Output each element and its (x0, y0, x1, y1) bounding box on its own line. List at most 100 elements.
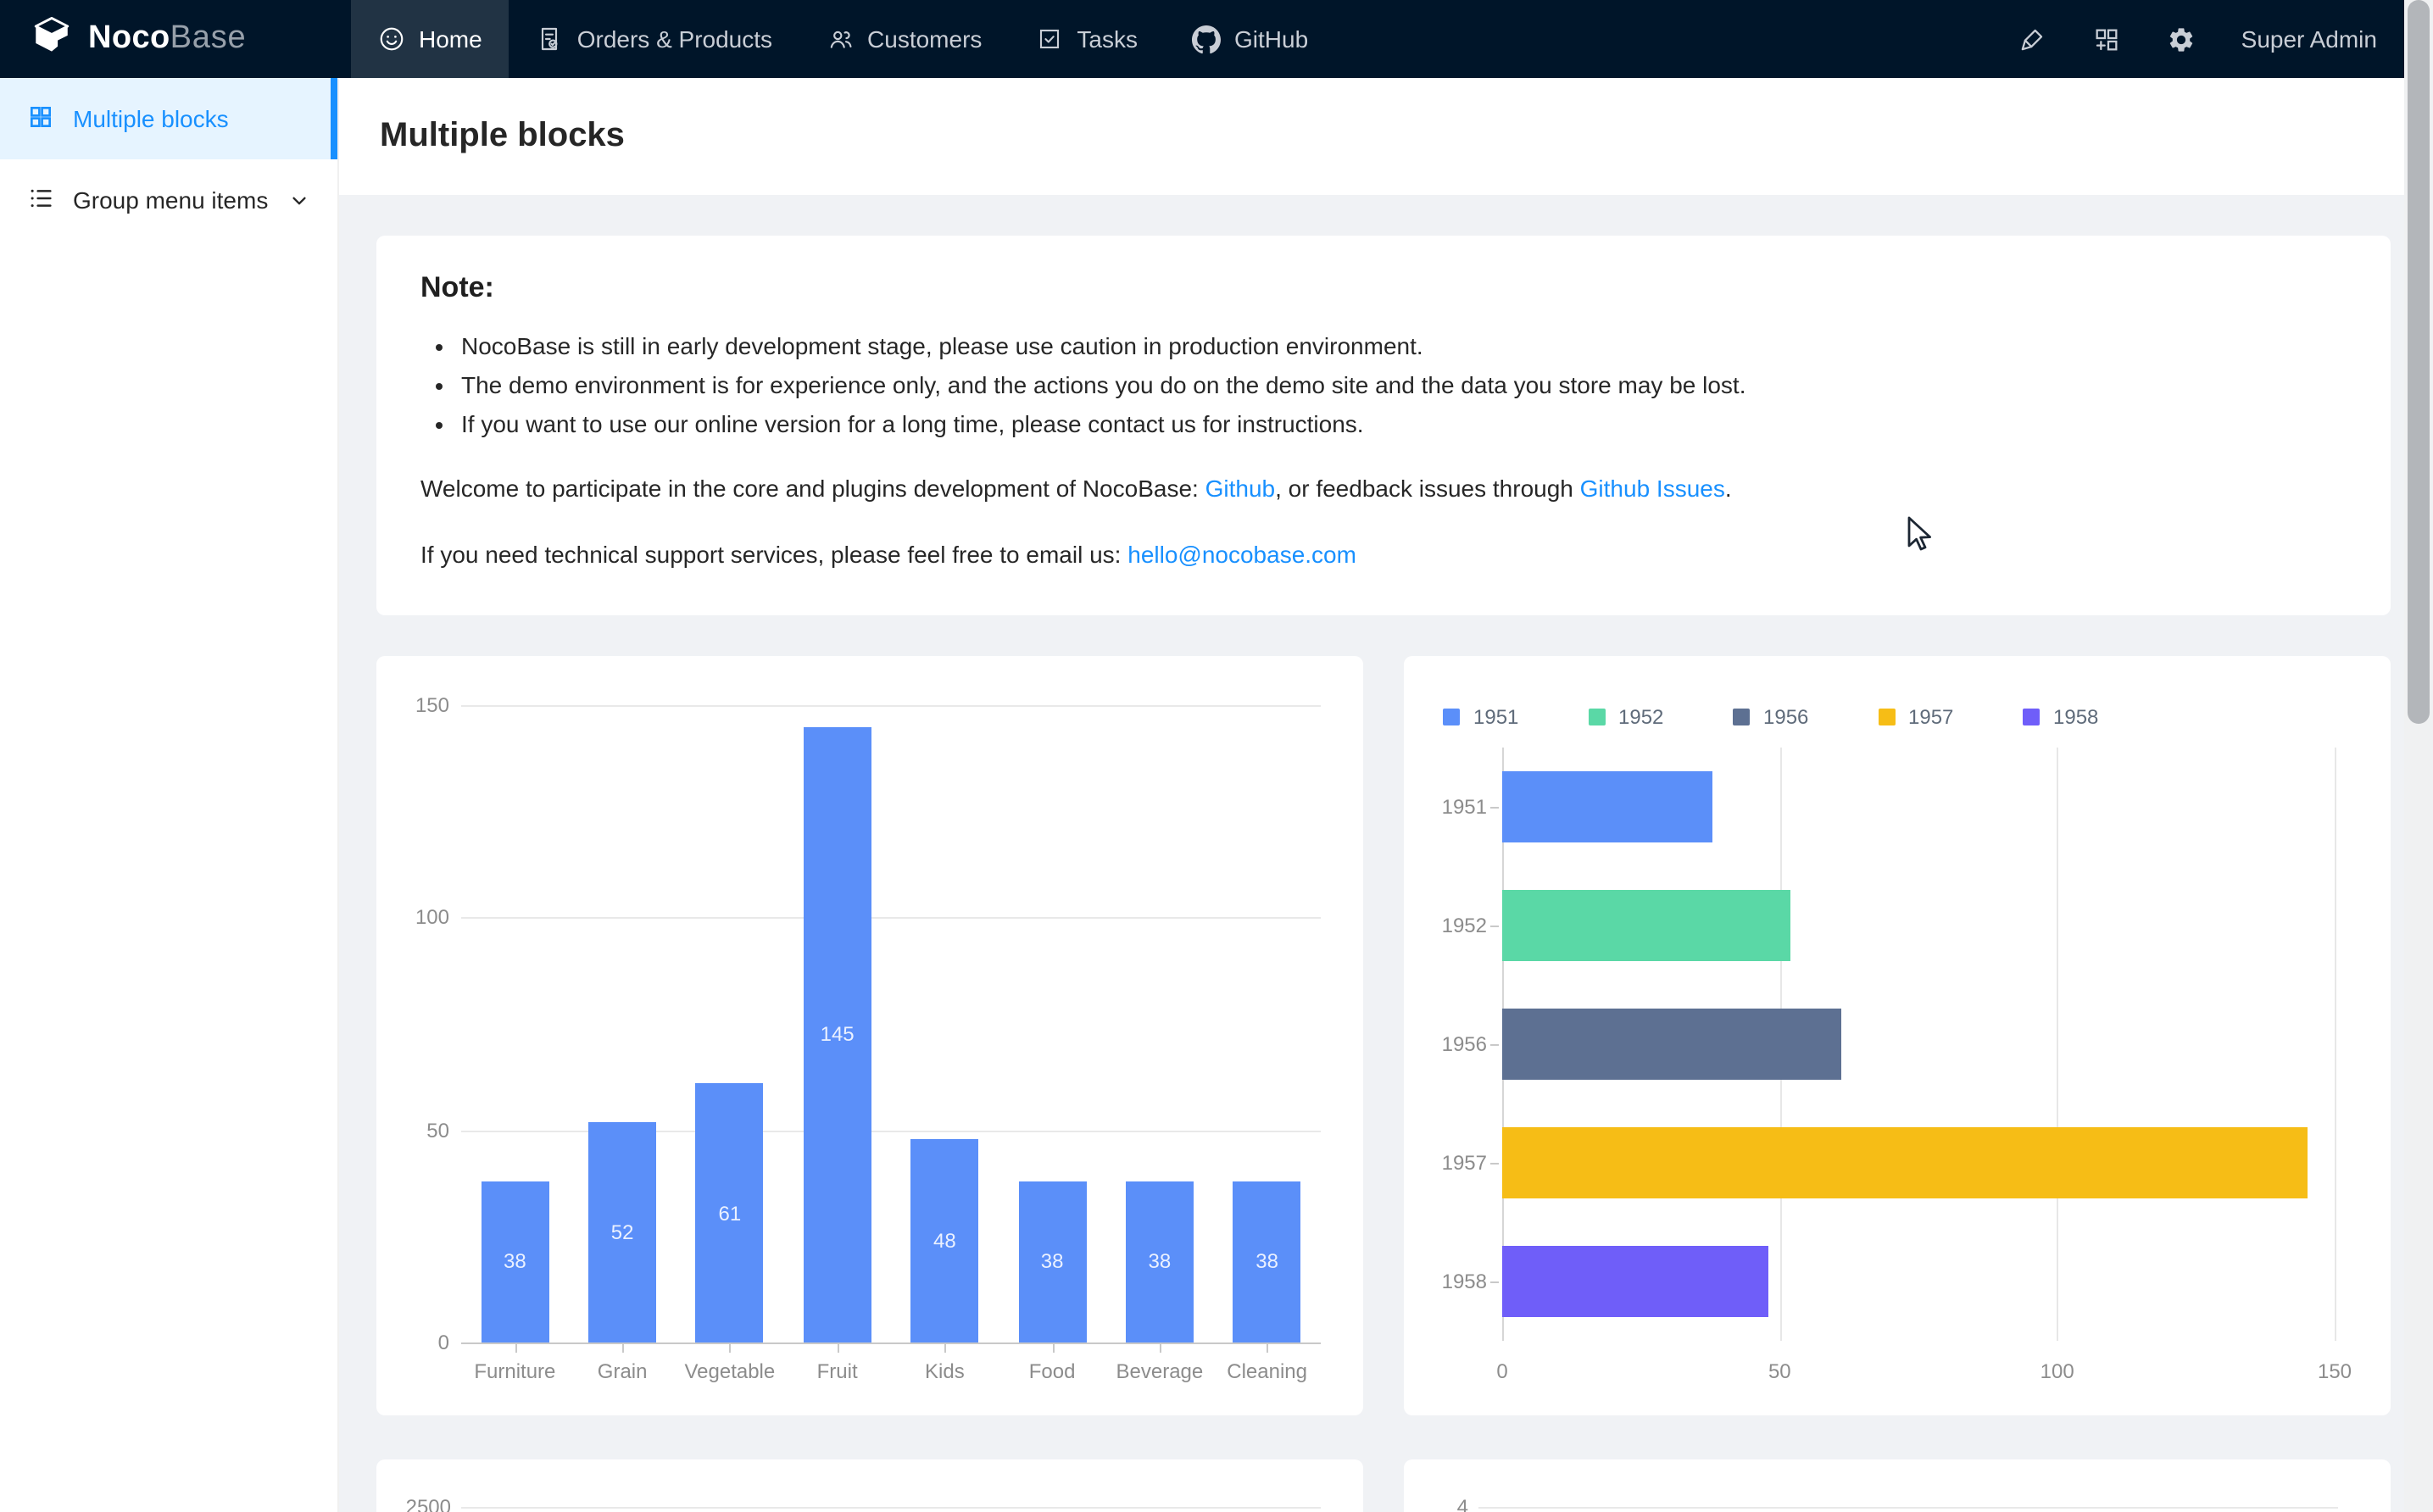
nav-tab-label: GitHub (1234, 25, 1309, 53)
page-content: Note: NocoBase is still in early develop… (339, 195, 2404, 1512)
nocobase-logo[interactable]: NocoBase (0, 0, 351, 78)
nav-tab-orders-products[interactable]: Orders & Products (509, 0, 799, 78)
y-axis-category-label: 1956 (1441, 1032, 1487, 1056)
horizontal-bar[interactable] (1502, 1127, 2308, 1198)
paragraph-text: If you need technical support services, … (420, 541, 1128, 568)
bar-value-label: 52 (610, 1220, 634, 1244)
x-axis-tick (1159, 1344, 1161, 1353)
x-axis-tick (944, 1344, 947, 1353)
legend-color-swatch (1733, 709, 1750, 725)
column-chart-card: 0 50 100 150 38 Furniture 52 Grain 61 Vegetable 14… (376, 656, 1363, 1415)
x-axis-tick (729, 1344, 732, 1353)
brand-text-light: Base (170, 20, 247, 56)
legend-item[interactable]: 1951 (1443, 703, 1518, 731)
note-heading: Note: (420, 271, 494, 303)
sidebar-item-label: Group menu items (73, 186, 269, 214)
sidebar-item-label: Multiple blocks (73, 105, 229, 132)
bar-value-label: 48 (933, 1228, 956, 1253)
user-menu[interactable]: Super Admin (2241, 25, 2377, 53)
y-gridline (461, 1130, 1321, 1132)
x-axis-tick-label: 50 (1768, 1359, 1791, 1383)
y-axis-tick (1490, 1281, 1499, 1283)
note-card: Note: NocoBase is still in early develop… (376, 236, 2391, 615)
y-axis-tick-label: 100 (415, 905, 449, 930)
sidebar-item-group-menu-items[interactable]: Group menu items (0, 159, 337, 241)
legend-item[interactable]: 1958 (2023, 703, 2098, 731)
top-navbar: NocoBase Home (0, 0, 2404, 78)
legend-item[interactable]: 1956 (1733, 703, 1808, 731)
bar-value-label: 145 (820, 1022, 855, 1047)
smile-icon (378, 25, 405, 53)
paragraph-text: , or feedback issues through (1275, 475, 1580, 502)
horizontal-bar-chart-card: 0 50 100 150 1951 1952 1956 1957 1958 1951 1952 195… (1404, 656, 2391, 1415)
legend-color-swatch (2023, 709, 2040, 725)
blocks-add-icon[interactable] (2092, 25, 2121, 53)
horizontal-bar[interactable] (1502, 890, 1791, 961)
horizontal-bar[interactable] (1502, 1009, 1841, 1080)
legend-label: 1956 (1763, 705, 1809, 729)
y-axis-category-label: 1957 (1441, 1151, 1487, 1175)
legend-color-swatch (1443, 709, 1460, 725)
page-scrollbar[interactable] (2404, 0, 2433, 1512)
sidebar-item-multiple-blocks[interactable]: Multiple blocks (0, 78, 337, 159)
note-paragraph-support: If you need technical support services, … (420, 536, 2347, 573)
y-axis-category-label: 1952 (1441, 914, 1487, 937)
settings-gear-icon[interactable] (2167, 25, 2196, 53)
legend-label: 1952 (1618, 705, 1664, 729)
github-link[interactable]: Github (1205, 475, 1276, 502)
charts-row: 0 50 100 150 38 Furniture 52 Grain 61 Vegetable 14… (376, 656, 2391, 1415)
note-bullet: The demo environment is for experience o… (461, 366, 2347, 405)
x-axis-tick (1267, 1344, 1269, 1353)
column-bar[interactable] (588, 1121, 657, 1342)
x-axis-category-label: Vegetable (684, 1359, 776, 1383)
brand-text-bold: Noco (88, 20, 170, 56)
email-link[interactable]: hello@nocobase.com (1127, 541, 1356, 568)
y-axis-tick-label: 0 (437, 1331, 449, 1354)
column-bar[interactable] (481, 1181, 549, 1342)
x-axis-category-label: Fruit (816, 1359, 858, 1383)
nav-tab-customers[interactable]: Customers (799, 0, 1009, 78)
column-bar[interactable] (695, 1083, 764, 1342)
horizontal-bar[interactable] (1502, 771, 1713, 842)
main-area: Multiple blocks Note: NocoBase is still … (339, 78, 2404, 1512)
legend-color-swatch (1588, 709, 1605, 725)
note-bullet-list: NocoBase is still in early development s… (420, 327, 2347, 444)
partial-chart-card-left: 2500 (376, 1459, 1363, 1512)
column-bar[interactable] (910, 1138, 979, 1342)
y-axis-category-label: 1951 (1441, 795, 1487, 819)
legend-item[interactable]: 1952 (1588, 703, 1663, 731)
y-axis-category-label: 1958 (1441, 1270, 1487, 1293)
x-axis-tick (515, 1344, 517, 1353)
nav-tab-label: Home (419, 25, 482, 53)
y-axis-tick (1490, 926, 1499, 927)
column-bar[interactable] (1018, 1181, 1087, 1342)
appstore-grid-icon (27, 103, 54, 135)
y-axis-tick-label: 4 (1456, 1495, 1468, 1512)
paragraph-text: Welcome to participate in the core and p… (420, 475, 1205, 502)
x-axis-tick (1052, 1344, 1055, 1353)
highlighter-icon[interactable] (2018, 25, 2046, 53)
bar-value-label: 38 (1148, 1249, 1172, 1274)
column-bar[interactable] (803, 726, 871, 1342)
nav-tab-tasks[interactable]: Tasks (1009, 0, 1165, 78)
column-bar[interactable] (1233, 1181, 1301, 1342)
github-issues-link[interactable]: Github Issues (1579, 475, 1725, 502)
x-gridline (2057, 748, 2059, 1341)
legend-item[interactable]: 1957 (1878, 703, 1953, 731)
horizontal-bar[interactable] (1502, 1246, 1769, 1317)
nav-tab-github[interactable]: GitHub (1165, 0, 1335, 78)
nav-tab-label: Tasks (1077, 25, 1138, 53)
tasks-checksquare-icon (1036, 25, 1063, 53)
orders-file-icon (537, 25, 564, 53)
scrollbar-thumb[interactable] (2408, 0, 2430, 724)
mouse-cursor (1902, 514, 1936, 559)
x-axis-category-label: Furniture (474, 1359, 556, 1383)
note-bullet: If you want to use our online version fo… (461, 405, 2347, 444)
customers-team-icon (827, 25, 854, 53)
legend-label: 1957 (1908, 705, 1954, 729)
note-bullet: NocoBase is still in early development s… (461, 327, 2347, 366)
y-axis-tick-label: 50 (426, 1118, 449, 1142)
nav-tab-home[interactable]: Home (351, 0, 509, 78)
column-bar[interactable] (1125, 1181, 1194, 1342)
